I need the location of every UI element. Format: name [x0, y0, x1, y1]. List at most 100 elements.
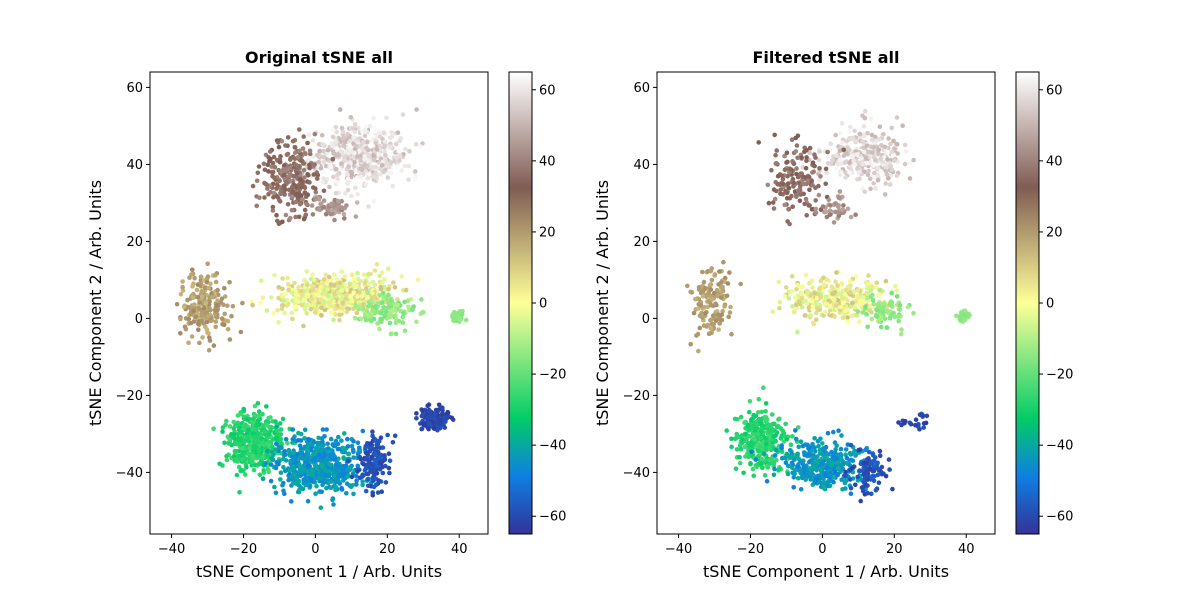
- data-point: [295, 155, 301, 160]
- data-point: [848, 485, 854, 491]
- data-point: [379, 163, 385, 168]
- data-point: [770, 309, 775, 315]
- data-point: [320, 142, 326, 147]
- data-point: [855, 288, 861, 293]
- data-point: [306, 437, 311, 442]
- data-point: [339, 125, 345, 131]
- data-point: [292, 304, 298, 310]
- data-point: [386, 165, 392, 170]
- data-point: [363, 286, 369, 292]
- data-point: [385, 171, 390, 177]
- data-point: [769, 428, 774, 434]
- data-point: [290, 450, 296, 456]
- data-point: [392, 308, 398, 313]
- data-point: [908, 421, 914, 427]
- data-point: [372, 304, 378, 309]
- data-point: [283, 468, 289, 474]
- data-point: [244, 431, 250, 437]
- data-point: [296, 483, 302, 488]
- data-point: [418, 144, 423, 149]
- data-point: [361, 303, 366, 309]
- data-point: [444, 411, 449, 417]
- data-point: [360, 482, 365, 488]
- data-point: [355, 270, 360, 276]
- data-point: [303, 295, 309, 300]
- data-point: [790, 159, 795, 164]
- data-point: [374, 463, 380, 469]
- data-point: [368, 271, 373, 277]
- data-point: [357, 445, 362, 451]
- data-point: [763, 441, 769, 447]
- data-point: [365, 175, 371, 181]
- data-point: [351, 449, 356, 455]
- data-point: [355, 451, 361, 456]
- data-point: [366, 483, 371, 489]
- data-point: [395, 130, 401, 135]
- data-point: [334, 146, 340, 151]
- data-point: [301, 161, 306, 166]
- data-point: [393, 320, 399, 326]
- data-point: [758, 422, 764, 427]
- data-point: [297, 148, 302, 154]
- data-point: [380, 470, 386, 476]
- data-point: [847, 160, 852, 166]
- data-point: [880, 173, 886, 178]
- data-point: [383, 463, 388, 469]
- data-point: [223, 422, 228, 428]
- data-point: [764, 479, 770, 484]
- data-point: [270, 208, 276, 213]
- data-point: [911, 157, 916, 163]
- data-point: [838, 453, 844, 459]
- data-point: [783, 460, 789, 466]
- data-point: [708, 318, 713, 323]
- data-point: [297, 487, 302, 493]
- data-point: [264, 404, 269, 409]
- data-point: [813, 206, 819, 212]
- data-point: [849, 153, 855, 159]
- data-point: [189, 272, 194, 277]
- data-point: [877, 287, 882, 293]
- data-point: [812, 291, 817, 296]
- data-point: [301, 216, 307, 222]
- data-point: [325, 287, 330, 292]
- data-point: [230, 303, 236, 309]
- data-point: [795, 475, 801, 481]
- data-point: [341, 455, 346, 460]
- data-point: [281, 163, 287, 168]
- data-point: [902, 142, 908, 148]
- data-point: [849, 313, 854, 319]
- data-point: [352, 315, 358, 321]
- data-point: [256, 431, 261, 436]
- data-point: [240, 453, 245, 458]
- data-point: [862, 189, 868, 195]
- data-point: [290, 189, 296, 194]
- data-point: [256, 413, 262, 419]
- data-point: [342, 471, 348, 476]
- data-point: [847, 170, 852, 175]
- data-point: [846, 319, 851, 324]
- y-tick-label: 40: [126, 158, 143, 173]
- data-point: [219, 316, 225, 321]
- data-point: [378, 172, 383, 177]
- data-point: [836, 465, 841, 471]
- data-point: [317, 148, 322, 154]
- data-point: [323, 272, 328, 278]
- data-point: [380, 445, 386, 450]
- data-point: [394, 155, 400, 160]
- data-point: [262, 442, 267, 448]
- data-point: [791, 180, 797, 186]
- data-point: [315, 176, 320, 181]
- data-point: [814, 306, 820, 311]
- data-point: [853, 212, 858, 217]
- data-point: [840, 315, 846, 321]
- data-point: [383, 153, 388, 158]
- data-point: [822, 309, 828, 315]
- data-point: [838, 130, 843, 136]
- data-point: [345, 180, 351, 185]
- data-point: [300, 292, 305, 298]
- data-point: [876, 480, 882, 486]
- data-point: [293, 297, 299, 303]
- data-point: [318, 201, 323, 207]
- data-point: [362, 162, 368, 167]
- data-point: [215, 298, 220, 304]
